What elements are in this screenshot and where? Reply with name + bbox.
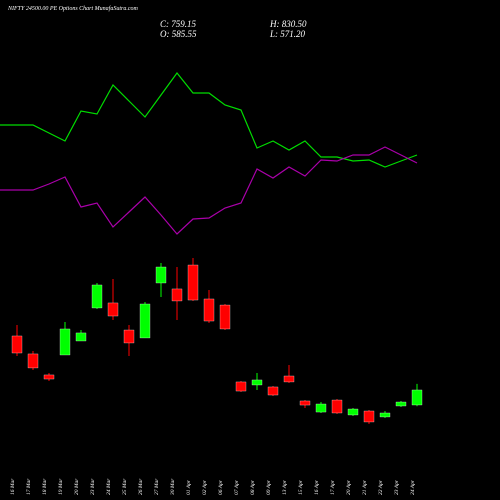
candle-body [331, 399, 343, 414]
x-tick-label: 24 Apr [409, 479, 416, 495]
open-text: O: 585.55 [160, 29, 197, 39]
candle-body [203, 298, 215, 322]
x-tick-label: 30 Mar [170, 478, 176, 496]
x-tick-label: 23 Mar [90, 478, 96, 495]
candle-body [315, 403, 327, 413]
x-tick-label: 06 Apr [218, 479, 224, 495]
x-tick-label: 15 Apr [298, 479, 304, 495]
candle-body [411, 389, 423, 406]
candle-body [107, 302, 119, 317]
candle-body [75, 332, 87, 342]
candle-body [395, 401, 407, 407]
candle-body [27, 353, 39, 369]
x-tick-label: 21 Apr [362, 479, 368, 495]
x-tick-label: 24 Mar [105, 478, 112, 495]
x-tick-label: 26 Mar [138, 478, 144, 495]
candle-body [171, 288, 183, 302]
candle-body [267, 386, 279, 396]
close-text: C: 759.15 [160, 19, 197, 29]
x-tick-label: 16 Apr [314, 479, 320, 495]
x-tick-label: 02 Apr [202, 479, 208, 495]
high-text: H: 830.50 [269, 19, 307, 29]
x-tick-label: 16 Mar [10, 478, 16, 495]
x-tick-label: 09 Apr [266, 479, 272, 495]
low-text: L: 571.20 [269, 29, 306, 39]
candle-body [379, 412, 391, 418]
candle-body [219, 304, 231, 330]
x-tick-label: 17 Mar [26, 478, 32, 495]
x-tick-label: 13 Apr [282, 479, 288, 495]
x-tick-label: 17 Apr [330, 479, 336, 495]
x-tick-label: 25 Mar [122, 478, 128, 495]
x-tick-label: 01 Apr [186, 479, 192, 495]
x-tick-label: 08 Apr [250, 479, 256, 495]
candle-body [251, 379, 263, 386]
candle-body [59, 328, 71, 356]
x-tick-label: 18 Mar [42, 478, 48, 495]
x-tick-label: 27 Mar [154, 478, 160, 495]
candle-body [139, 303, 151, 339]
x-tick-label: 19 Mar [58, 478, 64, 495]
candle-body [235, 381, 247, 392]
x-tick-label: 23 Apr [394, 479, 400, 495]
candle-body [11, 335, 23, 354]
x-tick-label: 20 Mar [74, 478, 80, 495]
candle-body [347, 408, 359, 416]
chart-title: NIFTY 24500.00 PE Options Chart MunafaSu… [7, 5, 139, 12]
indicator-line [0, 72, 418, 168]
candle-body [91, 284, 103, 309]
candle-body [283, 375, 295, 383]
candle-body [43, 374, 55, 380]
candle-body [155, 266, 167, 284]
x-tick-label: 07 Apr [234, 479, 240, 495]
candle-body [187, 264, 199, 301]
candle-body [363, 410, 375, 423]
x-tick-label: 20 Apr [346, 479, 352, 495]
candle-body [123, 329, 135, 344]
x-tick-label: 22 Apr [378, 479, 384, 495]
indicator-line [0, 146, 418, 235]
candle-body [299, 400, 311, 406]
